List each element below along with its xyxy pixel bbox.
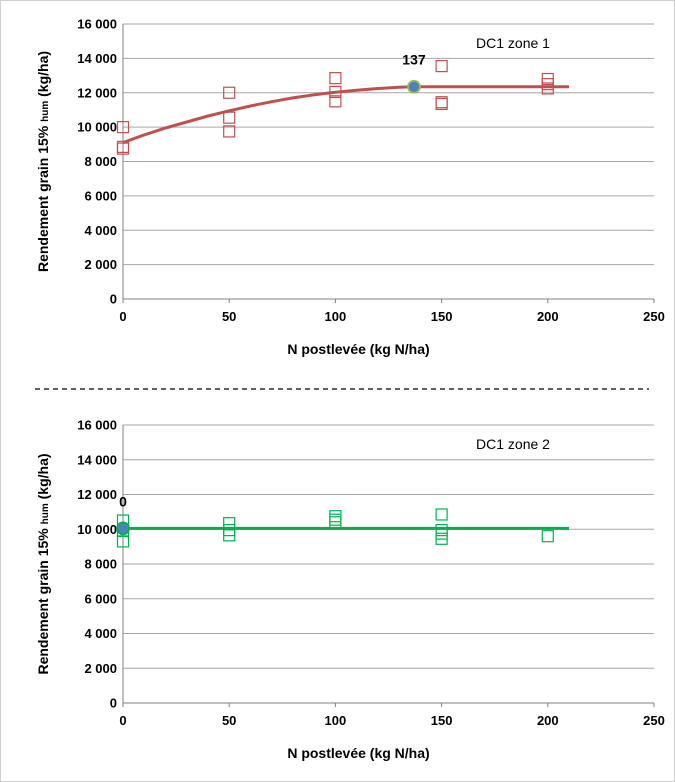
data-point	[435, 508, 448, 521]
chart-panel-1: 0 2 000 4 000 6 000 8 000 10 000 12 000 14 000 1…	[35, 17, 665, 358]
y-axis-title-sub: hum	[40, 503, 51, 524]
data-point	[116, 121, 130, 134]
y-tick-label: 8 000	[84, 557, 117, 572]
data-point	[116, 535, 130, 548]
data-point	[116, 142, 130, 155]
x-tick-label: 200	[537, 309, 559, 324]
data-point	[541, 530, 554, 543]
fit-curve	[122, 85, 569, 145]
y-tick-label: 16 000	[77, 418, 117, 433]
y-tick-label: 16 000	[77, 17, 117, 32]
data-point	[223, 517, 236, 530]
data-point	[329, 95, 342, 108]
y-tick-label: 6 000	[84, 591, 117, 606]
chart-panel-2: 0 2 000 4 000 6 000 8 000 10 000 12 000 14 000 1…	[35, 418, 665, 762]
x-tick-label: 0	[119, 713, 126, 728]
y-tick-label: 2 000	[84, 661, 117, 676]
data-point	[223, 86, 236, 99]
x-tick-label: 200	[537, 713, 559, 728]
optimum-label: 0	[119, 493, 127, 509]
y-tick-label: 0	[110, 696, 117, 711]
x-tick-label: 150	[431, 309, 453, 324]
data-point	[541, 82, 554, 95]
optimum-marker	[116, 521, 130, 536]
y-axis-title: Rendement grain 15% hum (kg/ha)	[35, 453, 51, 674]
y-tick-label: 12 000	[77, 487, 117, 502]
y-tick-label: 4 000	[84, 223, 117, 238]
data-point	[223, 529, 236, 542]
data-point	[329, 516, 342, 529]
x-tick-label: 100	[325, 309, 347, 324]
x-tick-label: 250	[643, 713, 665, 728]
x-axis-title: N postlevée (kg N/ha)	[287, 341, 429, 357]
y-tick-label: 8 000	[84, 154, 117, 169]
y-tick-label: 4 000	[84, 626, 117, 641]
x-axis-title: N postlevée (kg N/ha)	[287, 745, 429, 761]
optimum-marker	[407, 79, 421, 94]
y-tick-label: 14 000	[77, 452, 117, 467]
x-tick-label: 0	[119, 309, 126, 324]
y-axis-title: Rendement grain 15% hum (kg/ha)	[35, 51, 51, 272]
y-tick-label: 14 000	[77, 51, 117, 66]
data-point	[329, 513, 342, 526]
optimum-label: 137	[402, 52, 426, 68]
x-tick-label: 150	[431, 713, 453, 728]
y-tick-label: 0	[110, 292, 117, 307]
y-tick-label: 10 000	[77, 522, 117, 537]
x-tick-label: 50	[222, 713, 236, 728]
data-point	[329, 72, 342, 85]
data-point	[223, 111, 236, 124]
x-tick-label: 250	[643, 309, 665, 324]
x-tick-label: 50	[222, 309, 236, 324]
y-tick-label: 12 000	[77, 85, 117, 100]
x-tick-label: 100	[325, 713, 347, 728]
data-point	[435, 524, 448, 537]
y-axis-title-sub: hum	[40, 101, 51, 122]
y-tick-label: 6 000	[84, 188, 117, 203]
data-point	[329, 85, 342, 98]
data-point	[435, 97, 448, 111]
y-tick-label: 10 000	[77, 120, 117, 135]
data-point	[223, 125, 236, 138]
y-tick-label: 2 000	[84, 257, 117, 272]
y-axis-title-main: Rendement grain 15%	[35, 524, 51, 674]
data-point	[435, 532, 448, 545]
data-point	[435, 60, 448, 73]
y-axis-title-unit: (kg/ha)	[35, 453, 51, 503]
y-axis-title-unit: (kg/ha)	[35, 51, 51, 101]
panel-label: DC1 zone 2	[476, 436, 550, 452]
panel-label: DC1 zone 1	[476, 35, 550, 51]
y-axis-title-main: Rendement grain 15%	[35, 122, 51, 272]
